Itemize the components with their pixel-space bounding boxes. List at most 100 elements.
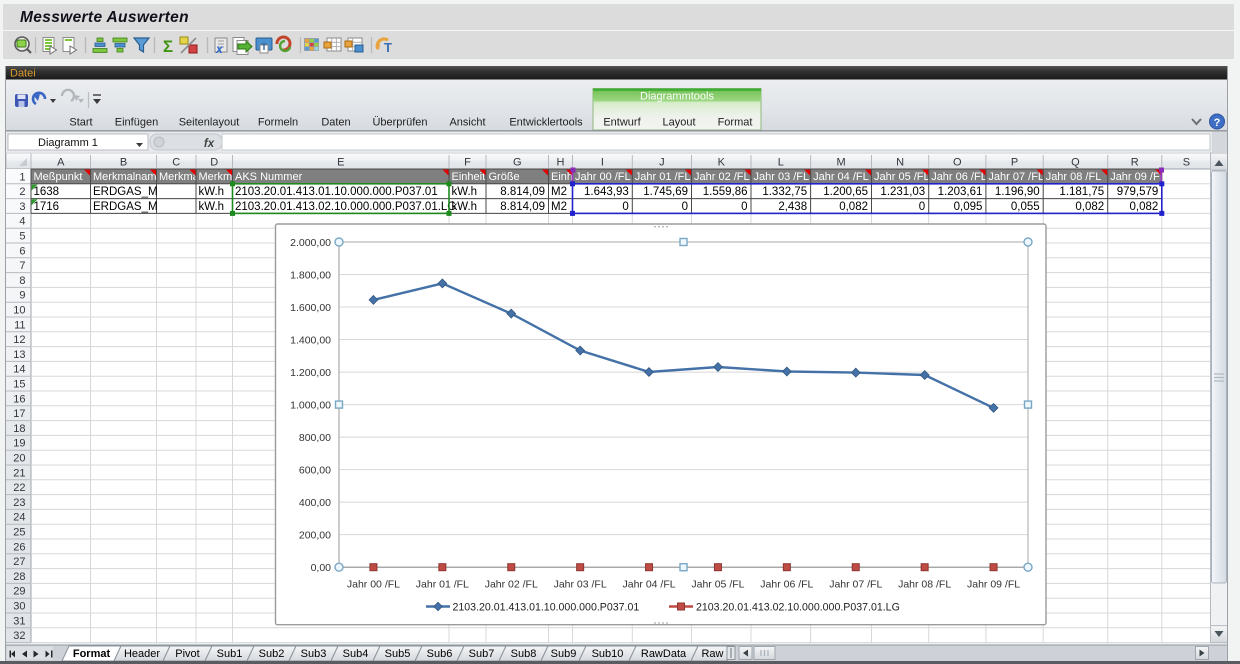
svg-text:T: T	[261, 42, 267, 52]
svg-text:H: H	[557, 157, 565, 169]
svg-text:Jahr 00 /FL: Jahr 00 /FL	[575, 171, 631, 183]
svg-text:8: 8	[19, 275, 25, 287]
svg-text:0,055: 0,055	[1011, 201, 1040, 213]
svg-text:kW.h: kW.h	[199, 186, 225, 198]
svg-text:Jahr 01 /FL: Jahr 01 /FL	[635, 171, 691, 183]
svg-text:0,082: 0,082	[1075, 201, 1104, 213]
svg-text:M2: M2	[551, 201, 567, 213]
svg-text:26: 26	[13, 541, 25, 553]
svg-text:P: P	[1011, 157, 1018, 169]
svg-text:Entwicklertools: Entwicklertools	[509, 117, 583, 129]
svg-text:Jahr 09 /FL: Jahr 09 /FL	[1110, 171, 1166, 183]
svg-text:N: N	[896, 157, 904, 169]
svg-text:Meßpunkt: Meßpunkt	[34, 171, 83, 183]
svg-text:0: 0	[741, 201, 747, 213]
svg-text:1.559,86: 1.559,86	[703, 186, 748, 198]
svg-text:0: 0	[919, 201, 925, 213]
svg-text:1.745,69: 1.745,69	[643, 186, 688, 198]
svg-text:M2: M2	[551, 186, 567, 198]
svg-text:G: G	[513, 157, 522, 169]
svg-text:27: 27	[13, 556, 25, 568]
svg-text:2,438: 2,438	[778, 201, 807, 213]
svg-text:1.600,00: 1.600,00	[290, 302, 331, 314]
svg-text:25: 25	[13, 527, 25, 539]
svg-text:15: 15	[13, 379, 25, 391]
svg-text:F: F	[464, 157, 471, 169]
svg-text:kW.h: kW.h	[199, 201, 225, 213]
svg-text:1.200,65: 1.200,65	[823, 186, 868, 198]
svg-text:Diagramm 1: Diagramm 1	[38, 137, 98, 149]
svg-text:14: 14	[13, 364, 25, 376]
svg-text:22: 22	[13, 482, 25, 494]
svg-text:Sub6: Sub6	[427, 648, 453, 660]
svg-text:1.181,75: 1.181,75	[1059, 186, 1104, 198]
svg-text:C: C	[172, 157, 180, 169]
svg-text:0: 0	[622, 201, 628, 213]
svg-text:Sub3: Sub3	[301, 648, 327, 660]
svg-text:K: K	[718, 157, 726, 169]
svg-text:kW.h: kW.h	[452, 186, 478, 198]
svg-text:17: 17	[13, 408, 25, 420]
svg-text:7: 7	[19, 260, 25, 272]
svg-text:0,082: 0,082	[839, 201, 868, 213]
svg-text:13: 13	[13, 349, 25, 361]
svg-text:T: T	[384, 40, 392, 55]
svg-text:9: 9	[19, 290, 25, 302]
svg-text:J: J	[659, 157, 665, 169]
svg-text:1.643,93: 1.643,93	[584, 186, 629, 198]
svg-text:24: 24	[13, 512, 25, 524]
svg-text:M: M	[836, 157, 845, 169]
svg-text:Formeln: Formeln	[258, 117, 298, 129]
svg-text:A: A	[57, 157, 65, 169]
svg-text:Jahr 04 /FL: Jahr 04 /FL	[813, 171, 869, 183]
svg-text:Format: Format	[718, 117, 753, 129]
svg-text:Jahr 07 /FL: Jahr 07 /FL	[829, 579, 882, 591]
svg-text:Q: Q	[1071, 157, 1080, 169]
svg-text:Jahr 01 /FL: Jahr 01 /FL	[416, 579, 469, 591]
svg-text:Jahr 08 /FL: Jahr 08 /FL	[1046, 171, 1102, 183]
svg-text:20: 20	[13, 453, 25, 465]
svg-text:29: 29	[13, 586, 25, 598]
svg-text:RawData: RawData	[641, 648, 687, 660]
svg-text:0,082: 0,082	[1130, 201, 1159, 213]
svg-text:Jahr 04 /FL: Jahr 04 /FL	[622, 579, 675, 591]
svg-text:S: S	[1183, 157, 1190, 169]
svg-text:Header: Header	[124, 648, 160, 660]
svg-text:18: 18	[13, 423, 25, 435]
svg-text:Raw: Raw	[701, 648, 723, 660]
svg-text:D: D	[210, 157, 218, 169]
svg-text:Jahr 05 /FL: Jahr 05 /FL	[691, 579, 744, 591]
svg-text:Start: Start	[69, 117, 92, 129]
svg-text:30: 30	[13, 601, 25, 613]
svg-text:1.000,00: 1.000,00	[290, 399, 331, 411]
svg-text:Jahr 06 /FL: Jahr 06 /FL	[760, 579, 813, 591]
svg-text:19: 19	[13, 438, 25, 450]
svg-text:3: 3	[19, 201, 25, 213]
svg-text:Merkmalname: Merkmalname	[93, 171, 163, 183]
svg-text:1.203,61: 1.203,61	[938, 186, 983, 198]
svg-text:Sub5: Sub5	[385, 648, 411, 660]
svg-text:Sub8: Sub8	[511, 648, 537, 660]
svg-text:1.400,00: 1.400,00	[290, 334, 331, 346]
svg-text:2.000,00: 2.000,00	[290, 237, 331, 249]
svg-text:AKS Nummer: AKS Nummer	[235, 171, 303, 183]
svg-text:Jahr 02 /FL: Jahr 02 /FL	[485, 579, 538, 591]
svg-text:Sub9: Sub9	[551, 648, 577, 660]
svg-text:Ansicht: Ansicht	[449, 117, 485, 129]
svg-text:Daten: Daten	[321, 117, 350, 129]
svg-text:Layout: Layout	[662, 117, 695, 129]
svg-text:Datei: Datei	[10, 68, 36, 80]
svg-text:Format: Format	[73, 648, 111, 660]
svg-text:6: 6	[19, 245, 25, 257]
svg-text:R: R	[1131, 157, 1139, 169]
svg-text:Merkmal-Nr.: Merkmal-Nr.	[159, 171, 219, 183]
svg-text:32: 32	[13, 630, 25, 642]
svg-text:8.814,09: 8.814,09	[500, 186, 545, 198]
svg-text:1638: 1638	[34, 186, 60, 198]
svg-text:2103.20.01.413.02.10.000.000.P: 2103.20.01.413.02.10.000.000.P037.01.LG	[235, 201, 456, 213]
svg-text:ERDGAS_M: ERDGAS_M	[93, 201, 158, 213]
svg-text:Sub4: Sub4	[343, 648, 369, 660]
svg-text:1.800,00: 1.800,00	[290, 269, 331, 281]
svg-text:Sub2: Sub2	[259, 648, 285, 660]
svg-text:Jahr 05 /FL: Jahr 05 /FL	[874, 171, 930, 183]
